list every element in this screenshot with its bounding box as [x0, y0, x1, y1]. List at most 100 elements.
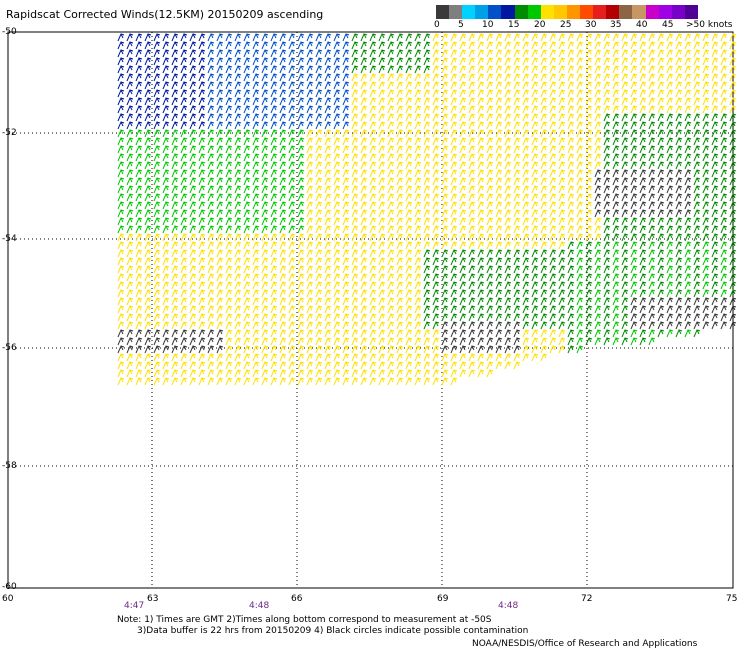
- wind-barb: [252, 201, 260, 210]
- wind-barb: [144, 169, 152, 178]
- wind-barb: [135, 361, 143, 370]
- wind-barb: [486, 201, 494, 210]
- wind-barb: [117, 313, 125, 322]
- wind-barb: [387, 281, 395, 290]
- wind-barb: [702, 105, 710, 114]
- wind-barb: [720, 113, 728, 122]
- wind-barb: [297, 305, 305, 314]
- wind-barb: [594, 193, 602, 202]
- wind-barb: [468, 65, 476, 74]
- wind-barb: [117, 289, 125, 298]
- wind-barb: [468, 313, 476, 322]
- wind-barb: [387, 305, 395, 314]
- wind-barb: [387, 169, 395, 178]
- wind-barb: [558, 209, 566, 218]
- wind-barb: [252, 225, 260, 234]
- wind-barb: [621, 297, 629, 306]
- wind-barb: [495, 121, 503, 130]
- wind-barb: [189, 105, 197, 114]
- wind-barb: [162, 169, 170, 178]
- wind-barb: [297, 153, 305, 162]
- wind-barb: [306, 257, 314, 266]
- wind-barb: [117, 337, 125, 346]
- wind-barb: [441, 369, 449, 378]
- wind-barb: [117, 169, 125, 178]
- wind-barb: [567, 49, 575, 58]
- wind-barb: [234, 273, 242, 282]
- wind-barb: [369, 305, 377, 314]
- wind-barb: [378, 313, 386, 322]
- wind-barb: [639, 209, 647, 218]
- wind-barb: [432, 353, 440, 362]
- wind-barb: [297, 113, 305, 122]
- wind-barb: [414, 289, 422, 298]
- lon-label: 60: [2, 594, 14, 604]
- wind-barb: [603, 313, 611, 322]
- wind-barb: [657, 177, 665, 186]
- wind-barb: [243, 49, 251, 58]
- wind-barb: [360, 185, 368, 194]
- wind-barb: [477, 73, 485, 82]
- wind-barb: [459, 329, 467, 338]
- wind-barb: [666, 321, 674, 330]
- wind-barb: [513, 89, 521, 98]
- wind-barb: [603, 337, 611, 346]
- wind-barb: [468, 217, 476, 226]
- wind-barb: [423, 113, 431, 122]
- wind-barb: [522, 153, 530, 162]
- wind-barb: [729, 321, 737, 330]
- wind-barb: [450, 345, 458, 354]
- wind-barb: [693, 145, 701, 154]
- wind-barb: [306, 89, 314, 98]
- wind-barb: [486, 105, 494, 114]
- wind-barb: [189, 289, 197, 298]
- wind-barb: [117, 41, 125, 50]
- lat-label: -60: [2, 582, 17, 592]
- wind-barb: [450, 265, 458, 274]
- wind-barb: [378, 201, 386, 210]
- wind-barb: [504, 145, 512, 154]
- wind-barb: [306, 81, 314, 90]
- lon-label: 75: [726, 594, 738, 604]
- wind-barb: [522, 289, 530, 298]
- wind-barb: [531, 233, 539, 242]
- wind-barb: [648, 73, 656, 82]
- wind-barb: [279, 193, 287, 202]
- wind-barb: [261, 129, 269, 138]
- wind-barb: [144, 353, 152, 362]
- wind-barb: [360, 137, 368, 146]
- wind-barb: [387, 225, 395, 234]
- wind-barb: [252, 305, 260, 314]
- wind-barb: [216, 321, 224, 330]
- wind-barb: [468, 329, 476, 338]
- wind-barbs: [117, 33, 737, 386]
- wind-barb: [378, 129, 386, 138]
- wind-barb: [288, 105, 296, 114]
- wind-barb: [711, 265, 719, 274]
- wind-barb: [729, 249, 737, 258]
- wind-barb: [693, 281, 701, 290]
- wind-barb: [225, 201, 233, 210]
- wind-barb: [288, 73, 296, 82]
- wind-barb: [513, 153, 521, 162]
- wind-barb: [459, 289, 467, 298]
- wind-barb: [234, 113, 242, 122]
- wind-barb: [450, 137, 458, 146]
- wind-barb: [603, 257, 611, 266]
- wind-barb: [189, 209, 197, 218]
- wind-barb: [171, 225, 179, 234]
- wind-barb: [459, 57, 467, 66]
- wind-barb: [243, 121, 251, 130]
- wind-barb: [288, 57, 296, 66]
- wind-barb: [486, 177, 494, 186]
- wind-barb: [279, 49, 287, 58]
- wind-barb: [216, 129, 224, 138]
- lon-label: 66: [291, 594, 303, 604]
- wind-barb: [189, 97, 197, 106]
- wind-barb: [126, 217, 134, 226]
- wind-barb: [441, 105, 449, 114]
- wind-barb: [333, 33, 341, 42]
- wind-barb: [360, 217, 368, 226]
- wind-barb: [567, 57, 575, 66]
- wind-barb: [459, 257, 467, 266]
